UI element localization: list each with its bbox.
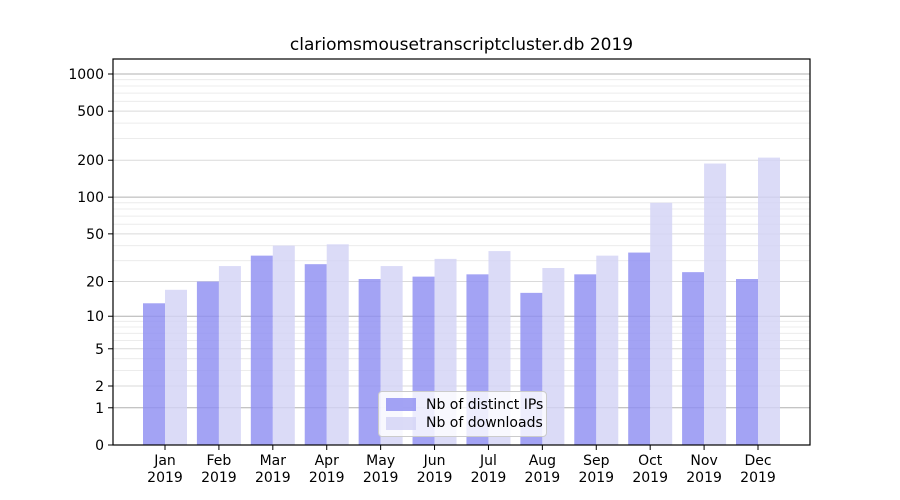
bar-downloads — [650, 202, 673, 445]
bar-distinct-ips — [736, 279, 758, 445]
bar-distinct-ips — [358, 279, 381, 445]
x-tick-label-month: Jul — [479, 453, 497, 469]
bar-downloads — [596, 255, 619, 445]
x-tick-label-month: Sep — [583, 453, 610, 469]
x-tick-label-month: Feb — [207, 453, 232, 469]
x-tick-label-year: 2019 — [578, 470, 614, 486]
bar-downloads — [758, 157, 780, 445]
y-tick-label: 2 — [95, 379, 104, 395]
x-tick-label-year: 2019 — [471, 470, 507, 486]
y-tick-label: 500 — [77, 104, 104, 120]
x-tick-label-year: 2019 — [363, 470, 399, 486]
x-tick-label-month: May — [366, 453, 395, 469]
y-tick-label: 1000 — [68, 67, 104, 83]
y-tick-label: 200 — [77, 153, 104, 169]
x-tick-label-year: 2019 — [309, 470, 345, 486]
x-tick-label-year: 2019 — [632, 470, 668, 486]
bar-distinct-ips — [250, 255, 273, 445]
bar-distinct-ips — [304, 264, 327, 445]
bar-distinct-ips — [196, 281, 219, 445]
x-tick-label-month: Mar — [260, 453, 287, 469]
chart-title: clariomsmousetranscriptcluster.db 2019 — [289, 35, 634, 55]
bar-downloads — [542, 268, 565, 445]
bar-downloads — [272, 245, 295, 445]
y-tick-label: 0 — [95, 438, 104, 454]
bar-downloads — [704, 163, 727, 445]
x-tick-label-year: 2019 — [686, 470, 722, 486]
x-tick-label-year: 2019 — [740, 470, 776, 486]
x-tick-label-month: Nov — [690, 453, 717, 469]
bar-distinct-ips — [574, 274, 597, 445]
legend-label-downloads: Nb of downloads — [426, 415, 543, 432]
bar-distinct-ips — [628, 252, 651, 445]
plot-border — [112, 58, 811, 446]
x-tick-label-month: Oct — [638, 453, 663, 469]
bar-distinct-ips — [143, 303, 165, 445]
legend-swatch-downloads-icon — [386, 416, 416, 430]
y-tick-label: 50 — [86, 227, 104, 243]
bar-downloads — [165, 289, 187, 445]
bar-distinct-ips — [682, 272, 705, 445]
y-tick-label: 100 — [77, 190, 104, 206]
x-tick-label-year: 2019 — [525, 470, 561, 486]
y-tick-label: 5 — [95, 342, 104, 358]
x-tick-label-month: Apr — [315, 453, 339, 469]
x-tick-label-year: 2019 — [201, 470, 237, 486]
x-tick-label-month: Jun — [423, 453, 446, 469]
bar-downloads — [218, 266, 241, 445]
legend-label-distinct-ips: Nb of distinct IPs — [426, 396, 544, 413]
x-tick-label-month: Jan — [153, 453, 176, 469]
legend-swatch-distinct-ips-icon — [386, 398, 416, 412]
legend-row-distinct-ips: Nb of distinct IPs — [379, 396, 546, 413]
y-tick-label: 1 — [95, 401, 104, 417]
x-tick-label-month: Aug — [529, 453, 556, 469]
legend-row-downloads: Nb of downloads — [379, 415, 546, 432]
x-tick-label-year: 2019 — [147, 470, 183, 486]
y-tick-label: 20 — [86, 275, 104, 291]
x-tick-label-month: Dec — [744, 453, 771, 469]
legend: Nb of distinct IPs Nb of downloads — [378, 391, 547, 437]
x-tick-label-year: 2019 — [417, 470, 453, 486]
y-tick-label: 10 — [86, 309, 104, 325]
bar-downloads — [326, 244, 349, 445]
x-tick-label-year: 2019 — [255, 470, 291, 486]
